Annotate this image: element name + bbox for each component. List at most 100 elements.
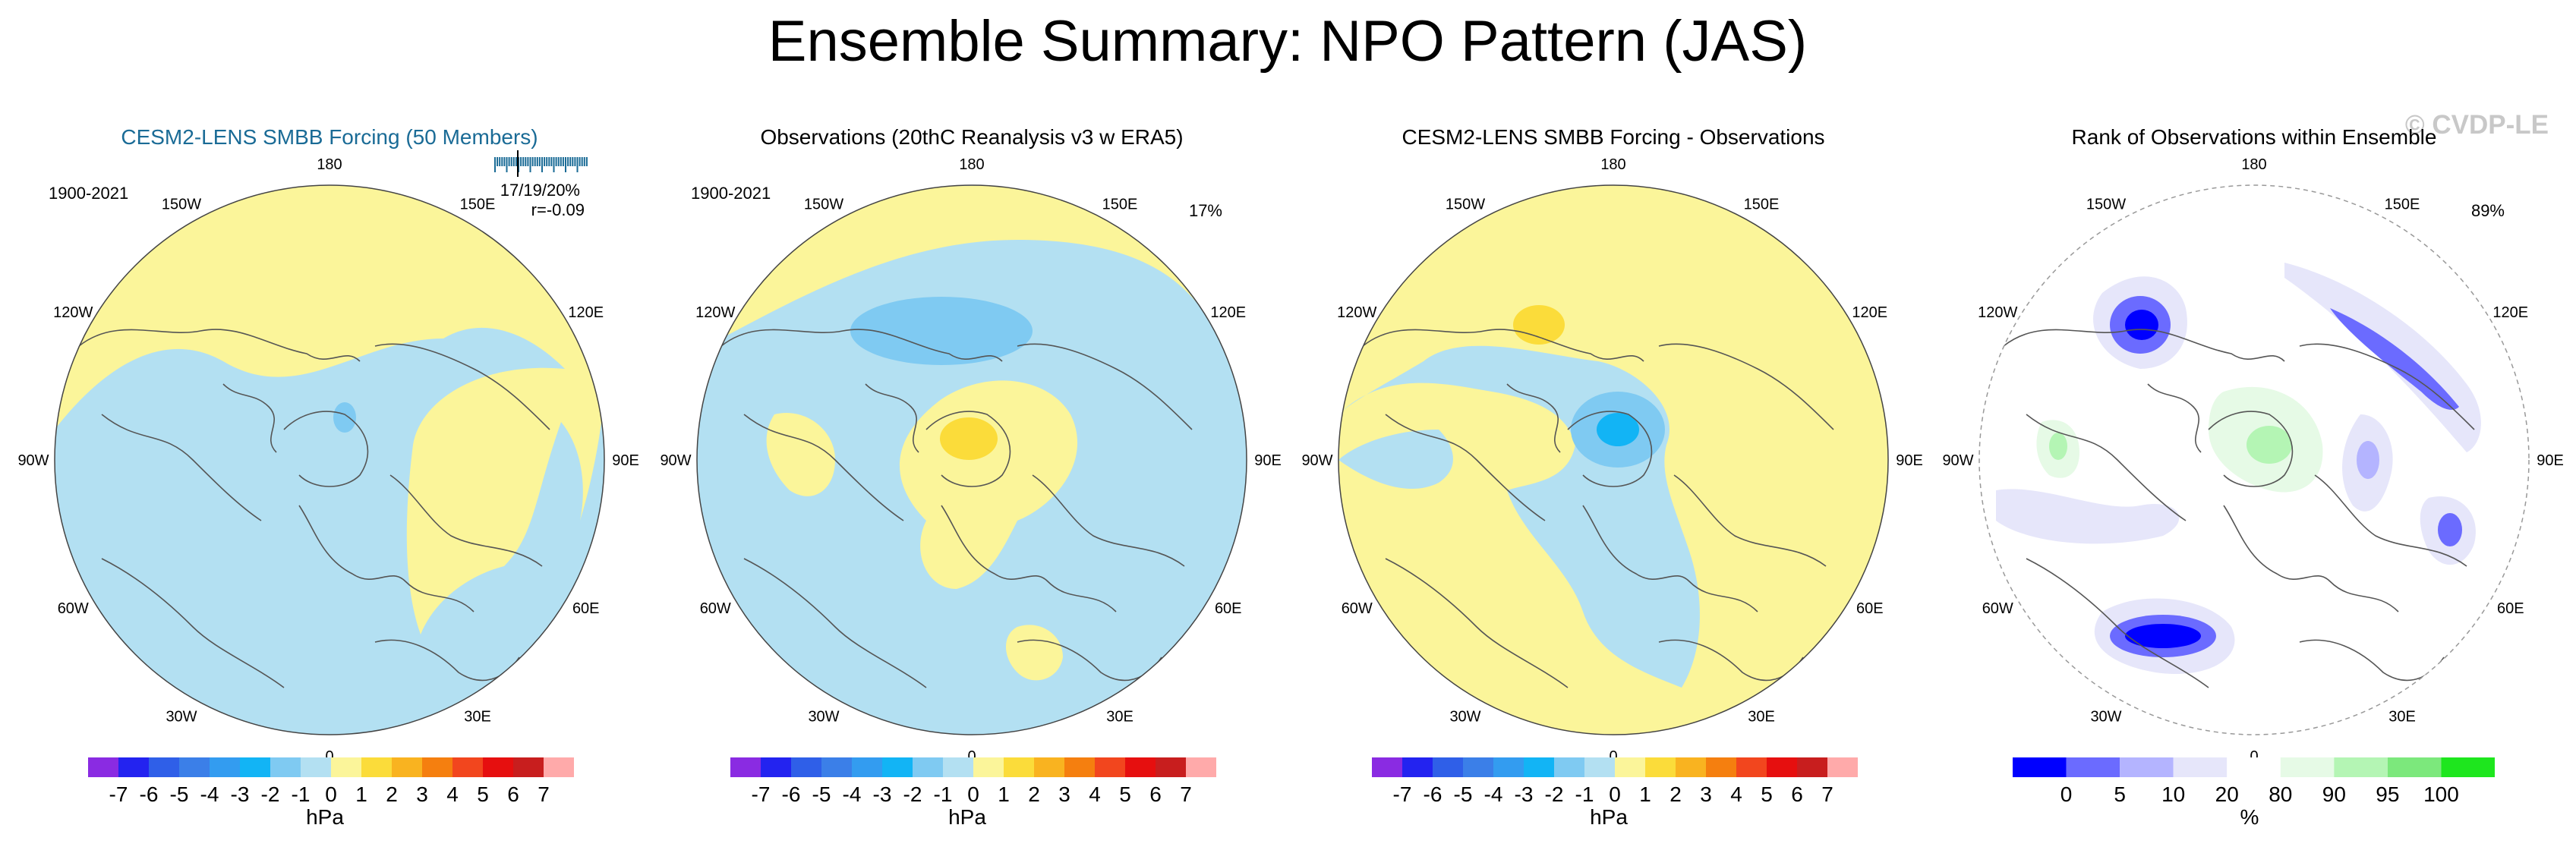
lon-label: 60E xyxy=(1215,600,1242,617)
colorbar-tick: 80 xyxy=(2269,782,2292,806)
colorbar-tick: -7 xyxy=(109,782,128,806)
coastline xyxy=(2003,329,2285,362)
colorbar-unit: hPa xyxy=(948,805,986,829)
map-outline xyxy=(54,184,605,735)
panel-title: Observations (20thC Reanalysis v3 w ERA5… xyxy=(760,125,1183,149)
figure-title: Ensemble Summary: NPO Pattern (JAS) xyxy=(768,9,1807,74)
coastline xyxy=(298,505,475,612)
colorbar-tick: -5 xyxy=(1454,782,1473,806)
colorbar-tick: 3 xyxy=(416,782,428,806)
colorbar-tick: 0 xyxy=(2060,782,2073,806)
lon-label: 30E xyxy=(464,709,491,726)
coastline xyxy=(1506,383,1561,453)
coastline xyxy=(1362,329,1644,362)
lon-label: 150E xyxy=(1102,196,1138,213)
lon-label: 30W xyxy=(808,709,839,726)
colorbar-tick: 3 xyxy=(1058,782,1070,806)
colorbar-tick: 100 xyxy=(2423,782,2459,806)
lon-label: 90E xyxy=(2537,452,2564,469)
map-field xyxy=(697,185,1247,735)
colorbar-tick: 5 xyxy=(2114,782,2126,806)
colorbar-tick: 20 xyxy=(2215,782,2239,806)
coastline xyxy=(925,411,1011,487)
lon-label: 120E xyxy=(1852,304,1887,321)
colorbar-tick: 5 xyxy=(1119,782,1131,806)
lon-label: 90W xyxy=(17,452,49,469)
coastline xyxy=(2026,414,2187,521)
colorbar-tick: -7 xyxy=(1393,782,1412,806)
lon-label: 180 xyxy=(317,156,342,173)
lon-label: 30E xyxy=(2388,709,2416,726)
lon-label: 60W xyxy=(1342,600,1373,617)
colorbar-tick: -6 xyxy=(1424,782,1442,806)
colorbar-tick: -3 xyxy=(873,782,892,806)
colorbar-tick: 0 xyxy=(325,782,337,806)
coastline xyxy=(2208,411,2294,487)
lon-label: 30W xyxy=(1449,709,1480,726)
colorbar-tick: 1 xyxy=(1639,782,1651,806)
colorbar: -7 -6 -5 -4 -3 -2 -1 0 1 2 3 4 5 6 7 hPa xyxy=(730,757,1216,829)
colorbar-tick: 10 xyxy=(2161,782,2185,806)
period-label: 1900-2021 xyxy=(691,184,771,203)
map-outline xyxy=(1979,184,2530,735)
colorbar-tick: -4 xyxy=(1484,782,1503,806)
coastline xyxy=(283,411,369,487)
lon-label: 30W xyxy=(2090,709,2121,726)
rank-label: 17/19/20% xyxy=(500,181,580,200)
colorbar-tick: 0 xyxy=(967,782,979,806)
lon-label: 30E xyxy=(1106,709,1134,726)
colorbar-tick: 4 xyxy=(1089,782,1101,806)
lon-label: 60W xyxy=(58,600,89,617)
colorbar-tick: -2 xyxy=(261,782,280,806)
lon-label: 60E xyxy=(572,600,600,617)
colorbar-tick: -1 xyxy=(1575,782,1594,806)
lon-label: 150W xyxy=(1446,196,1485,213)
panel-2: Observations (20thC Reanalysis v3 w ERA5… xyxy=(660,125,1281,829)
colorbar-tick: 0 xyxy=(1609,782,1621,806)
lon-label: 60W xyxy=(700,600,731,617)
lon-label: 90W xyxy=(660,452,691,469)
lon-label: 120E xyxy=(1210,304,1246,321)
colorbar-tick: 4 xyxy=(446,782,459,806)
colorbar-tick: 2 xyxy=(1670,782,1682,806)
colorbar-tick: 7 xyxy=(1821,782,1833,806)
lon-label: 150E xyxy=(1744,196,1780,213)
colorbar-tick: -1 xyxy=(934,782,953,806)
colorbar: -7 -6 -5 -4 -3 -2 -1 0 1 2 3 4 5 6 7 hPa xyxy=(88,757,574,829)
colorbar-tick: 6 xyxy=(507,782,519,806)
coastline xyxy=(2026,558,2209,688)
lon-label: 90W xyxy=(1942,452,1973,469)
lon-label: 120W xyxy=(1978,304,2017,321)
colorbar-tick: -5 xyxy=(170,782,189,806)
lon-label: 0 xyxy=(2250,748,2258,765)
lon-label: 180 xyxy=(2241,156,2266,173)
coastline xyxy=(222,383,277,453)
lon-label: 150W xyxy=(2086,196,2126,213)
colorbar-tick: 1 xyxy=(998,782,1010,806)
colorbar-tick: -5 xyxy=(812,782,831,806)
lon-label: 90E xyxy=(1896,452,1923,469)
coastline xyxy=(78,329,361,362)
colorbar-tick: 6 xyxy=(1791,782,1803,806)
panel-4: Rank of Observations within Ensemble 180 1… xyxy=(1942,125,2563,829)
coastline xyxy=(374,343,550,430)
lon-label: 120W xyxy=(53,304,93,321)
lon-label: 150E xyxy=(2385,196,2420,213)
panel-title: CESM2-LENS SMBB Forcing - Observations xyxy=(1402,125,1824,149)
colorbar-tick: 6 xyxy=(1149,782,1162,806)
lon-label: 90E xyxy=(612,452,639,469)
lon-label: 60E xyxy=(1856,600,1884,617)
map-outline xyxy=(1338,184,1889,735)
colorbar-tick: 1 xyxy=(355,782,367,806)
lon-label: 120E xyxy=(568,304,604,321)
coastline xyxy=(2147,383,2202,453)
lon-label: 150E xyxy=(460,196,496,213)
lon-label: 150W xyxy=(162,196,201,213)
coastline xyxy=(1658,343,1834,430)
coastline xyxy=(101,558,285,688)
lon-label: 120E xyxy=(2492,304,2528,321)
coastline xyxy=(743,558,927,688)
colorbar-tick: 2 xyxy=(1028,782,1040,806)
coastline xyxy=(2314,474,2467,567)
colorbar: 0 5 10 20 80 90 95 100% xyxy=(2013,757,2495,829)
